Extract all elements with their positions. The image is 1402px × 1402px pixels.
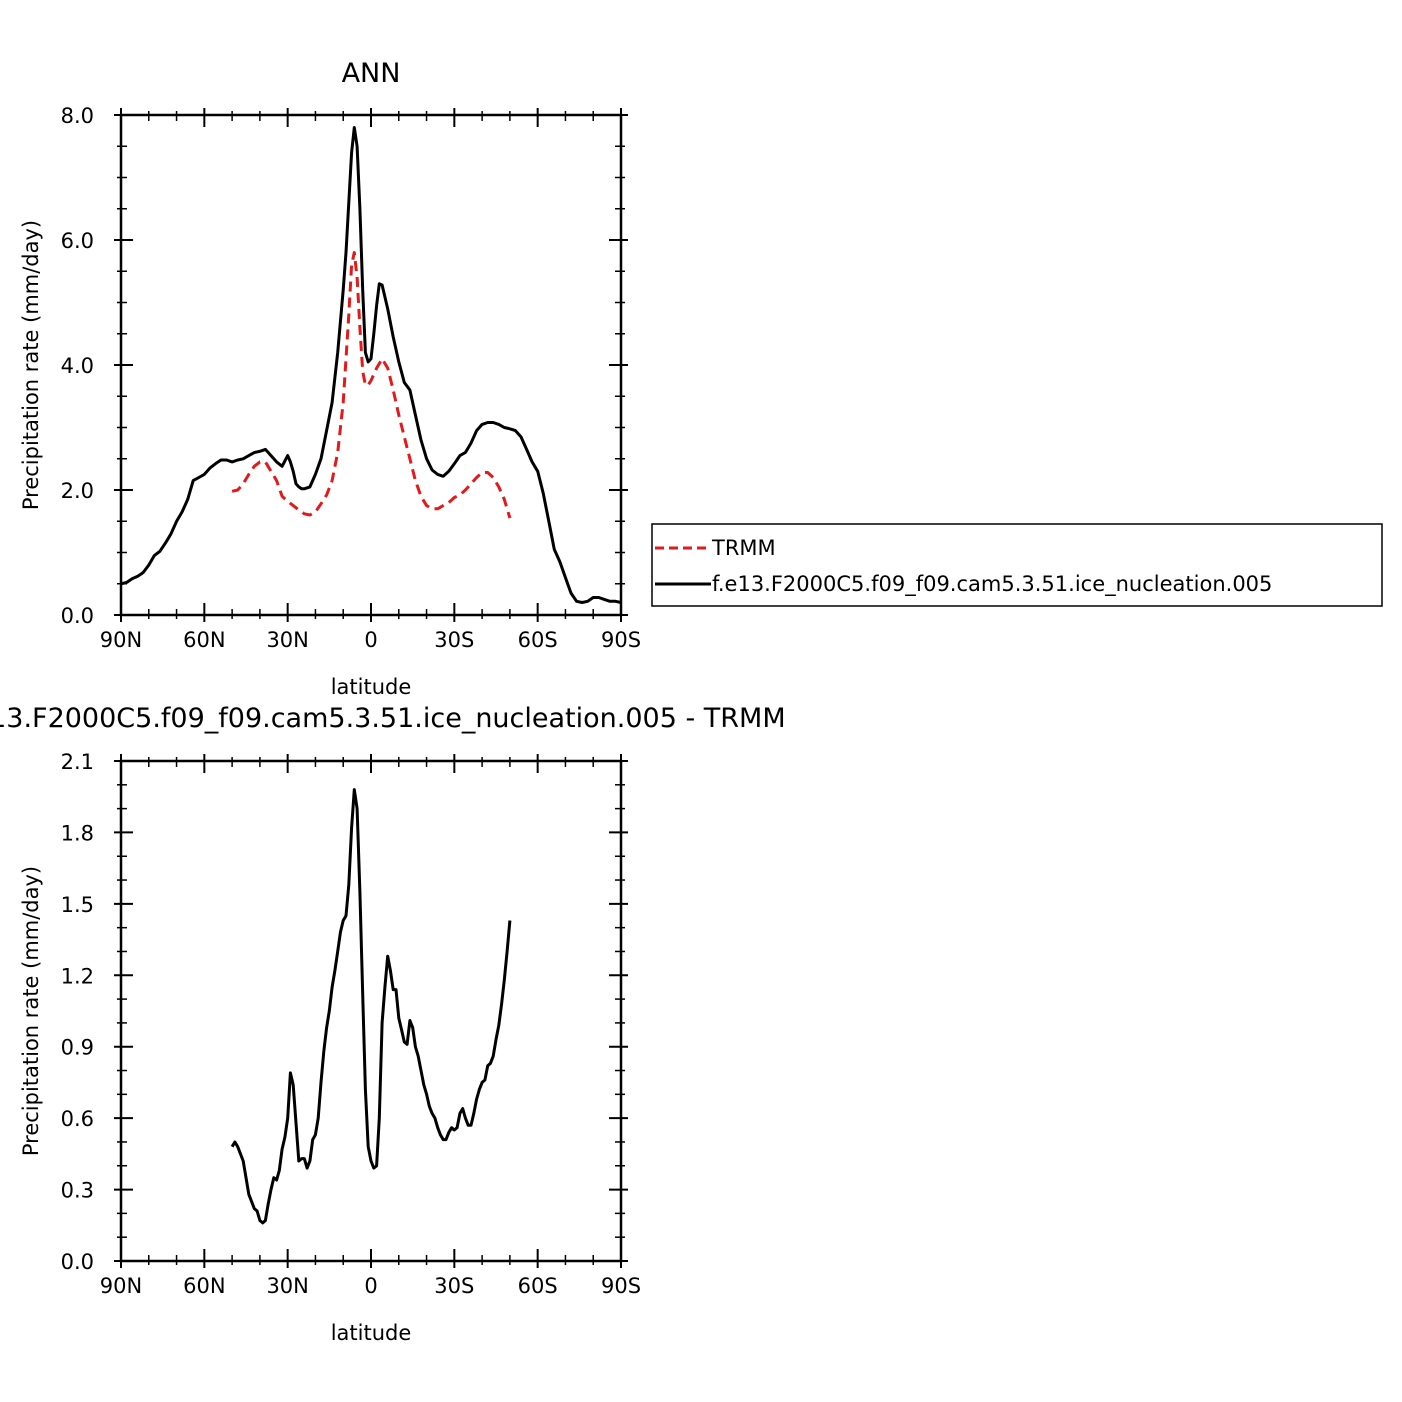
legend-label-trmm: TRMM xyxy=(711,536,776,560)
bottom-panel-frame xyxy=(119,759,623,1263)
x-tick-label: 60S xyxy=(518,628,558,652)
x-tick-label: 90N xyxy=(100,628,142,652)
series-line-1 xyxy=(120,126,622,604)
top-panel-ticks: 90N 60N 30N 0 30S 60S 90S 0.0 2.0 4.0 6.0 8.0 xyxy=(61,104,641,652)
top-panel-series xyxy=(120,126,622,604)
x-tick-label: 60N xyxy=(183,1274,225,1298)
top-panel: ANN 90N 60N 30N 0 30S 60S 90S 0.0 2.0 4.0 6.0 8.0 l… xyxy=(19,58,641,699)
x-tick-label: 30S xyxy=(434,1274,474,1298)
series-line-0 xyxy=(230,788,512,1225)
x-tick-label: 90S xyxy=(601,1274,641,1298)
top-panel-title: ANN xyxy=(342,58,401,89)
bottom-panel-title: f.e13.F2000C5.f09_f09.cam5.3.51.ice_nucl… xyxy=(0,703,786,734)
y-tick-label: 1.2 xyxy=(61,964,94,988)
y-tick-label: 8.0 xyxy=(61,104,94,128)
x-tick-label: 0 xyxy=(364,1274,377,1298)
bottom-panel-series xyxy=(230,788,512,1225)
y-tick-label: 2.1 xyxy=(61,750,94,774)
x-tick-label: 60S xyxy=(518,1274,558,1298)
y-tick-label: 2.0 xyxy=(61,479,94,503)
y-tick-label: 0.9 xyxy=(61,1036,94,1060)
y-tick-label: 0.6 xyxy=(61,1107,94,1131)
y-tick-label: 0.3 xyxy=(61,1179,94,1203)
x-tick-label: 90N xyxy=(100,1274,142,1298)
y-tick-label: 6.0 xyxy=(61,229,94,253)
bottom-panel-xlabel: latitude xyxy=(331,1321,412,1345)
legend-box xyxy=(651,523,1383,607)
bottom-panel-ylabel: Precipitation rate (mm/day) xyxy=(19,866,43,1156)
y-tick-label: 0.0 xyxy=(61,604,94,628)
bottom-panel: f.e13.F2000C5.f09_f09.cam5.3.51.ice_nucl… xyxy=(0,703,786,1345)
x-tick-label: 30N xyxy=(266,628,308,652)
top-panel-xlabel: latitude xyxy=(331,675,412,699)
top-panel-ylabel: Precipitation rate (mm/day) xyxy=(19,220,43,510)
x-tick-label: 30N xyxy=(266,1274,308,1298)
x-tick-label: 60N xyxy=(183,628,225,652)
y-tick-label: 0.0 xyxy=(61,1250,94,1274)
y-tick-label: 4.0 xyxy=(61,354,94,378)
top-panel-frame xyxy=(119,113,623,617)
y-tick-label: 1.8 xyxy=(61,821,94,845)
x-tick-label: 30S xyxy=(434,628,474,652)
x-tick-label: 90S xyxy=(601,628,641,652)
legend: TRMM f.e13.F2000C5.f09_f09.cam5.3.51.ice… xyxy=(651,523,1383,607)
bottom-panel-ticks: 90N 60N 30N 0 30S 60S 90S 0.0 0.3 0.6 0.9 1.2 1.5 1.8… xyxy=(61,750,641,1298)
series-line-0 xyxy=(231,251,512,519)
y-tick-label: 1.5 xyxy=(61,893,94,917)
x-tick-label: 0 xyxy=(364,628,377,652)
legend-label-model: f.e13.F2000C5.f09_f09.cam5.3.51.ice_nucl… xyxy=(712,572,1272,597)
